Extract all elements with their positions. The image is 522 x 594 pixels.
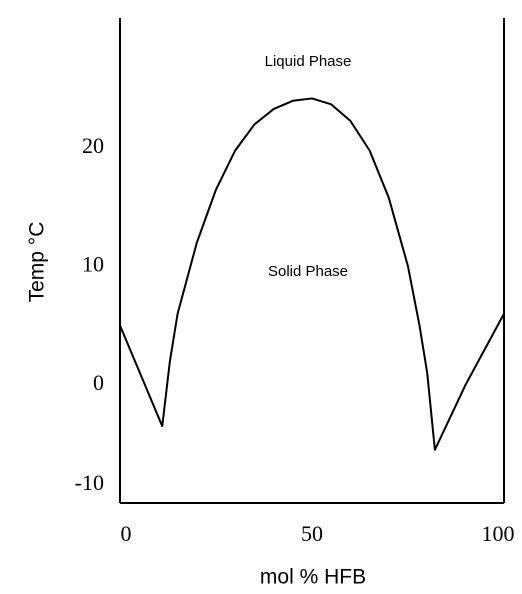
y-tick-label: -10 [75,470,104,495]
x-tick-label: 100 [482,521,515,546]
x-tick-label: 0 [121,521,132,546]
annotation: Liquid Phase [265,53,352,70]
line-series [119,97,505,451]
y-axis-label: Temp °C [26,222,49,303]
y-tick-label: 10 [82,251,104,276]
y-tick-label: 20 [82,133,104,158]
x-tick-label: 50 [301,521,323,546]
annotation: Solid Phase [268,263,348,280]
x-axis-label: mol % HFB [260,566,366,589]
y-tick-label: 0 [93,370,104,395]
